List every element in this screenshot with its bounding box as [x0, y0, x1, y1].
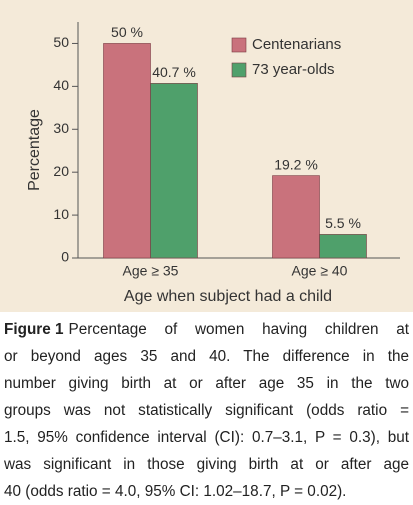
caption-text: 40 (odds ratio = 4.0, 95% CI: 1.02–18.7,…: [4, 483, 347, 500]
x-axis-label: Age when subject had a child: [124, 288, 332, 305]
caption-text: number giving birth at or after age 35 i…: [4, 375, 409, 392]
legend-label: Centenarians: [252, 36, 341, 53]
caption-text: or beyond ages 35 and 40. The difference…: [4, 348, 409, 365]
y-tick-label: 40: [53, 77, 69, 93]
caption-line: number giving birth at or after age 35 i…: [4, 370, 409, 397]
x-tick-label: Age ≥ 40: [292, 263, 348, 279]
value-label: 50 %: [111, 24, 143, 40]
caption: Figure 1 Percentage of women having child…: [0, 312, 413, 505]
caption-line: 40 (odds ratio = 4.0, 95% CI: 1.02–18.7,…: [4, 478, 409, 505]
y-tick-label: 0: [61, 249, 69, 265]
caption-line: or beyond ages 35 and 40. The difference…: [4, 343, 409, 370]
bar: [103, 43, 151, 259]
y-tick-label: 10: [53, 206, 69, 222]
caption-line: was significant in those giving birth at…: [4, 451, 409, 478]
chart: Percentage Age when subject had a child …: [0, 0, 413, 312]
bar: [150, 83, 198, 259]
caption-line: groups was not statistically significant…: [4, 397, 409, 424]
value-label: 5.5 %: [325, 215, 361, 231]
y-axis-label: Percentage: [26, 109, 43, 191]
x-tick-label: Age ≥ 35: [123, 263, 179, 279]
caption-line: Figure 1 Percentage of women having child…: [4, 316, 409, 343]
caption-label: Figure 1: [4, 321, 64, 338]
y-tick-label: 50: [53, 34, 69, 50]
value-label: 40.7 %: [152, 64, 196, 80]
y-tick-label: 20: [53, 163, 69, 179]
caption-text: was significant in those giving birth at…: [4, 456, 409, 473]
caption-text: groups was not statistically significant…: [4, 402, 409, 419]
caption-text: Percentage of women having children at: [68, 321, 410, 338]
y-tick-label: 30: [53, 120, 69, 136]
legend-swatch: [231, 37, 247, 53]
bar: [319, 234, 367, 259]
caption-text: 1.5, 95% confidence interval (CI): 0.7–3…: [4, 429, 409, 446]
caption-line: 1.5, 95% confidence interval (CI): 0.7–3…: [4, 424, 409, 451]
value-label: 19.2 %: [274, 156, 318, 172]
chart-background: [0, 0, 413, 312]
legend-label: 73 year-olds: [252, 61, 335, 78]
bar: [272, 175, 320, 259]
legend-swatch: [231, 62, 247, 78]
